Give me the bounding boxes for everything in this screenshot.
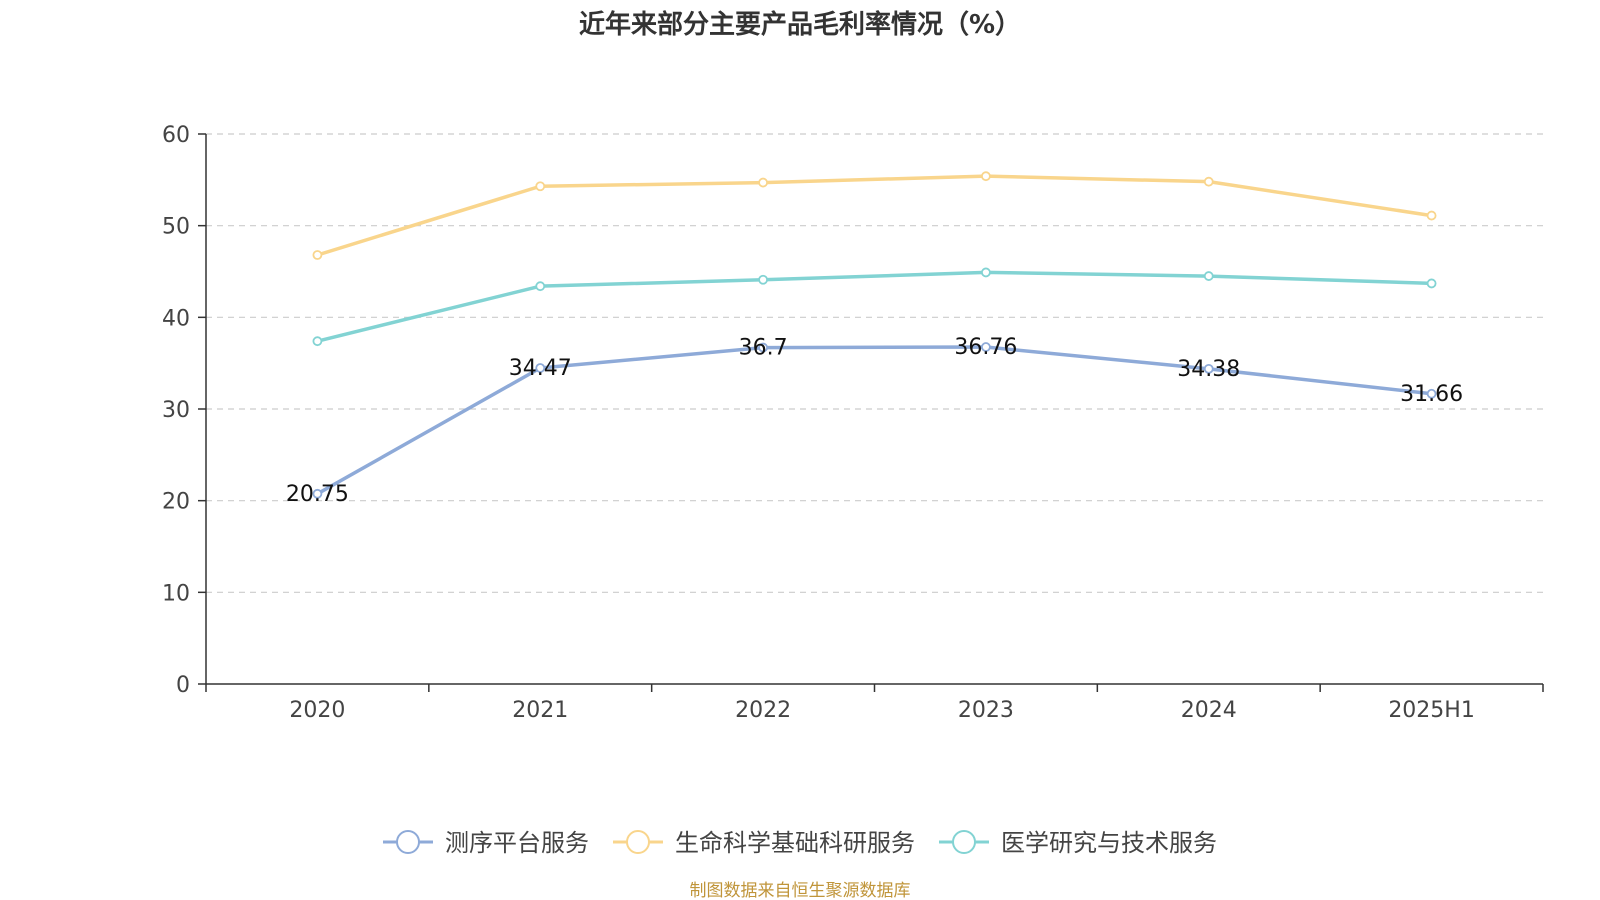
series-point-2 xyxy=(312,250,323,260)
data-label: 36.7 xyxy=(739,336,788,361)
series-point-1 xyxy=(981,342,991,352)
series-point-1 xyxy=(1426,388,1437,399)
series-point-3 xyxy=(981,267,991,278)
series-line-2 xyxy=(316,174,1432,257)
data-label: 20.75 xyxy=(286,482,349,507)
series-point-3 xyxy=(758,274,768,285)
chart-title: 近年来部分主要产品毛利率情况（%） xyxy=(578,10,1022,40)
series-point-3 xyxy=(535,281,546,292)
data-label: 36.76 xyxy=(954,335,1017,360)
series-point-2 xyxy=(758,177,768,188)
series-point-3 xyxy=(1426,278,1437,289)
y-tick-label: 60 xyxy=(162,123,190,148)
series-line-1 xyxy=(316,345,1432,496)
legend-marker-3 xyxy=(952,830,976,854)
series-point-2 xyxy=(1426,210,1437,221)
y-tick-label: 0 xyxy=(176,673,190,698)
series-point-2 xyxy=(1203,176,1214,187)
data-label: 34.47 xyxy=(509,356,572,381)
series-point-2 xyxy=(981,171,991,182)
y-tick-label: 50 xyxy=(162,215,190,240)
x-tick-label: 2021 xyxy=(512,698,568,723)
series-point-1 xyxy=(758,342,768,353)
source-note: 制图数据来自恒生聚源数据库 xyxy=(689,881,911,900)
series-line-3 xyxy=(316,270,1432,343)
x-tick-label: 2020 xyxy=(289,698,345,723)
legend-marker-2 xyxy=(626,830,650,854)
data-label: 34.38 xyxy=(1177,357,1240,382)
series-point-1 xyxy=(312,488,323,499)
legend-label-3: 医学研究与技术服务 xyxy=(1001,829,1217,857)
series-point-3 xyxy=(312,336,323,347)
x-tick-label: 2023 xyxy=(958,698,1014,723)
series-point-1 xyxy=(535,363,546,373)
legend-marker-1 xyxy=(396,830,420,854)
y-tick-label: 30 xyxy=(162,398,190,423)
x-tick-label: 2024 xyxy=(1181,698,1237,723)
y-tick-label: 40 xyxy=(162,306,190,331)
x-tick-label: 2025H1 xyxy=(1388,698,1475,723)
legend-label-1: 测序平台服务 xyxy=(445,829,589,857)
series-point-1 xyxy=(1203,363,1214,374)
series-point-2 xyxy=(535,181,546,192)
legend-label-2: 生命科学基础科研服务 xyxy=(675,829,915,857)
y-tick-label: 20 xyxy=(162,490,190,515)
series-point-3 xyxy=(1203,271,1214,281)
x-tick-label: 2022 xyxy=(735,698,791,723)
data-label: 31.66 xyxy=(1400,382,1463,407)
y-tick-label: 10 xyxy=(162,581,190,606)
